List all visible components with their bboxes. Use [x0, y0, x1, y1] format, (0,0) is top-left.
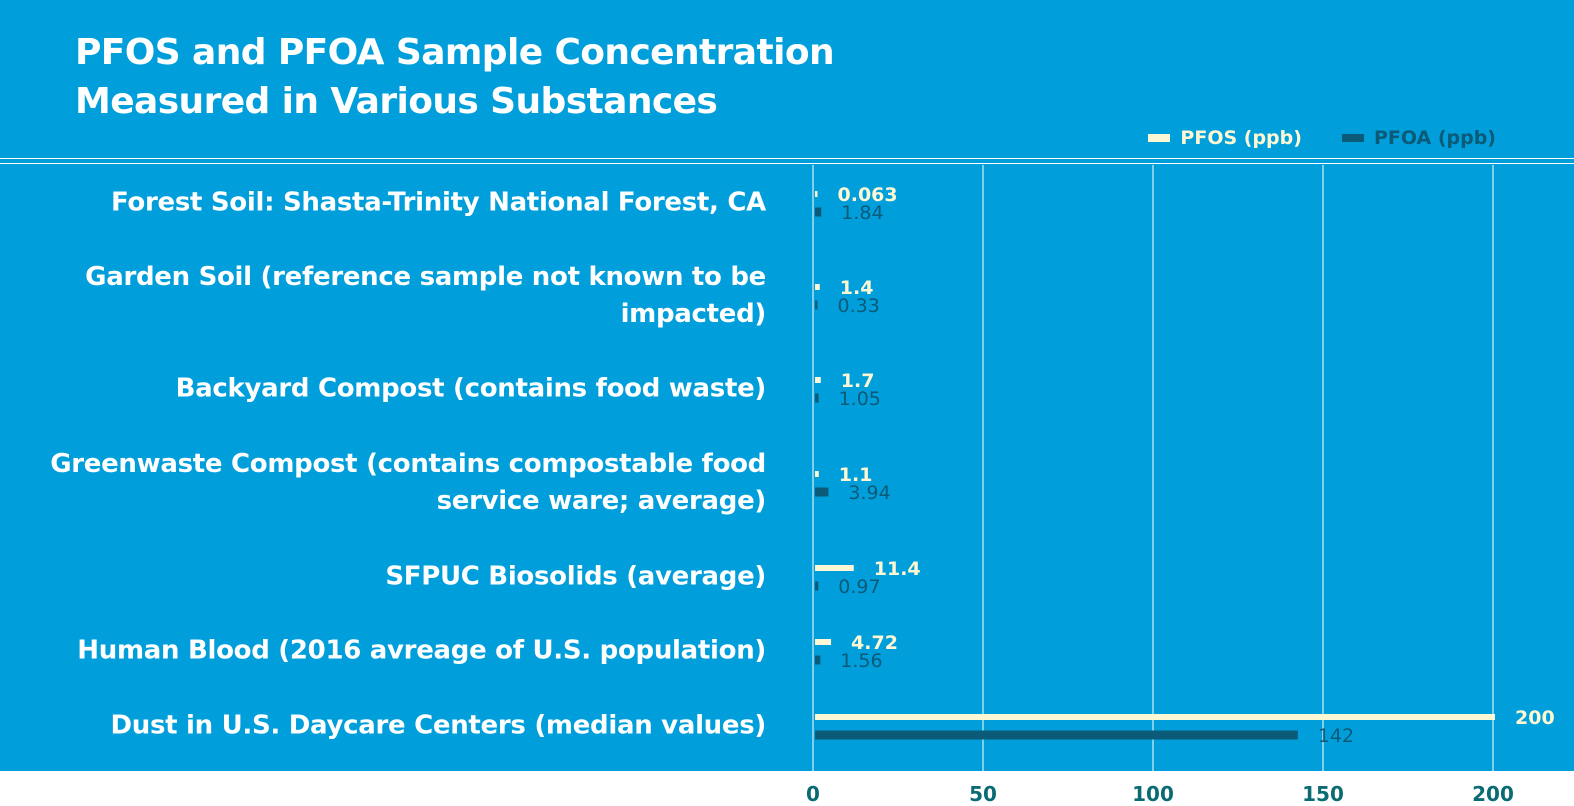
- bar-pfos: [815, 377, 821, 383]
- x-tick-label: 0: [806, 782, 820, 806]
- chart-title: PFOS and PFOA Sample Concentration Measu…: [75, 28, 895, 126]
- legend-swatch-pfos: [1148, 134, 1171, 142]
- bar-pfoa: [815, 581, 819, 591]
- category-label: Forest Soil: Shasta-Trinity National For…: [111, 187, 766, 218]
- bar-pfos: [815, 639, 832, 645]
- data-label: 1.56: [840, 650, 882, 672]
- legend-swatch-pfoa: [1341, 134, 1364, 142]
- data-label: 1.1: [839, 464, 873, 486]
- x-tick-label: 150: [1302, 782, 1344, 806]
- data-label: 1.84: [841, 202, 883, 224]
- bar-pfoa: [815, 393, 819, 403]
- legend-label-pfoa: PFOA (ppb): [1373, 127, 1496, 149]
- x-tick-label: 200: [1472, 782, 1514, 806]
- data-label: 142: [1318, 725, 1354, 747]
- data-label: 4.72: [851, 632, 898, 654]
- data-label: 200: [1515, 707, 1555, 729]
- bar-pfos: [815, 471, 819, 477]
- chart-legend: PFOS (ppb) PFOA (ppb): [1148, 123, 1496, 153]
- x-tick-label: 100: [1132, 782, 1174, 806]
- bar-pfoa: [815, 655, 821, 665]
- data-label: 1.4: [840, 277, 874, 299]
- bar-pfos: [815, 714, 1495, 720]
- header-divider-line: [0, 158, 1574, 159]
- bar-pfos: [815, 565, 854, 571]
- data-label: 0.063: [838, 184, 898, 206]
- bar-pfos: [815, 191, 818, 197]
- category-label: SFPUC Biosolids (average): [385, 561, 766, 592]
- chart-panel: [0, 0, 1574, 771]
- category-label: Human Blood (2016 avreage of U.S. popula…: [77, 635, 766, 666]
- data-label: 0.97: [838, 576, 880, 598]
- x-tick-label: 50: [969, 782, 997, 806]
- legend-item-pfos: PFOS (ppb): [1148, 127, 1302, 149]
- data-label: 1.05: [839, 388, 881, 410]
- chart-title-line-1: PFOS and PFOA Sample Concentration: [75, 32, 835, 73]
- legend-item-pfoa: PFOA (ppb): [1341, 127, 1496, 149]
- data-label: 1.7: [841, 370, 875, 392]
- data-label: 3.94: [848, 482, 890, 504]
- category-label: Greenwaste Compost (contains compostable…: [50, 449, 766, 516]
- bar-pfoa: [815, 730, 1298, 740]
- data-label: 11.4: [874, 558, 921, 580]
- category-label: Garden Soil (reference sample not known …: [85, 262, 766, 329]
- legend-label-pfos: PFOS (ppb): [1180, 127, 1302, 149]
- chart-title-line-2: Measured in Various Substances: [75, 81, 718, 122]
- bar-pfoa: [815, 207, 822, 217]
- category-label: Backyard Compost (contains food waste): [175, 373, 767, 404]
- header-divider-line: [0, 163, 1574, 164]
- bar-pfos: [815, 284, 820, 290]
- bar-pfoa: [815, 300, 818, 310]
- data-label: 0.33: [838, 295, 880, 317]
- category-label: Dust in U.S. Daycare Centers (median val…: [110, 710, 767, 741]
- bar-pfoa: [815, 487, 829, 497]
- category-labels: Forest Soil: Shasta-Trinity National For…: [0, 0, 770, 771]
